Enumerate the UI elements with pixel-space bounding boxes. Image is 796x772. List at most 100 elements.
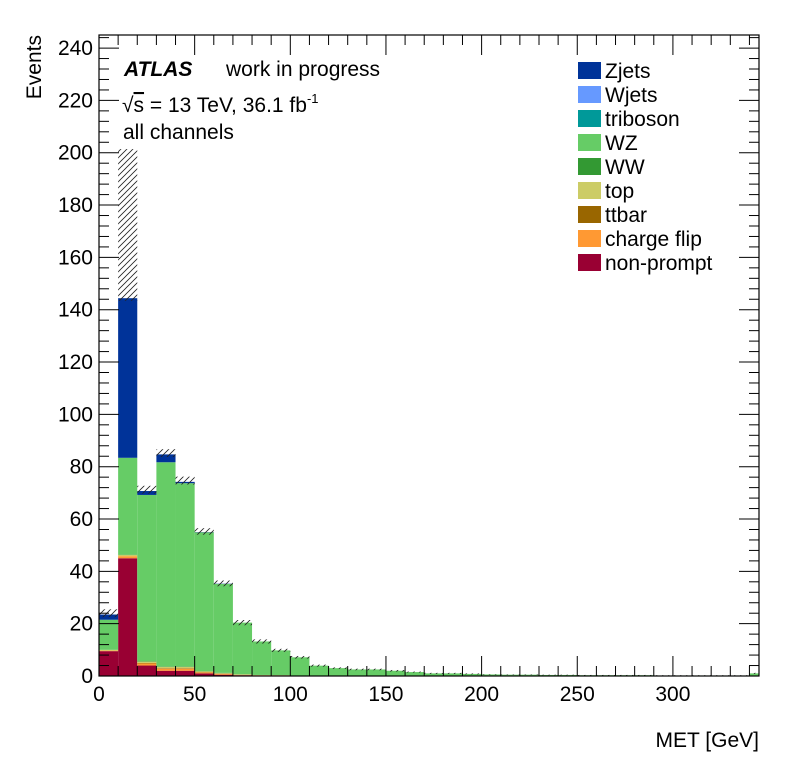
uncertainty-band [481, 674, 501, 675]
legend-label-triboson: triboson [605, 108, 680, 131]
legend-label-ww: WW [605, 156, 645, 179]
uncertainty-band [405, 671, 425, 673]
bar-top [175, 666, 195, 669]
uncertainty-band [385, 669, 406, 672]
bar-non-prompt [137, 665, 157, 676]
y-tick-label: 20 [70, 613, 93, 636]
bar-wz [366, 669, 386, 676]
bar-wz [462, 673, 482, 676]
bar-ww [137, 661, 157, 662]
bar-non-prompt [156, 670, 176, 676]
x-axis-label: MET [GeV] [656, 729, 759, 752]
bar-wz [309, 665, 329, 676]
y-tick-label: 180 [58, 194, 93, 217]
status-label: work in progress [225, 58, 380, 81]
bar-top [194, 671, 214, 673]
bar-wz [500, 674, 520, 676]
bar-charge-flip [194, 672, 214, 674]
bar-charge-flip [156, 668, 176, 671]
legend-swatch-triboson [578, 110, 601, 127]
bar-wz [405, 672, 425, 676]
bar-top [99, 649, 119, 651]
energy-text: = 13 TeV, 36.1 fb [144, 94, 307, 117]
sqrt-symbol: √ [122, 94, 134, 117]
stacked-bars [99, 298, 759, 676]
bar-top [118, 554, 138, 557]
uncertainty-band [194, 528, 214, 535]
legend-swatch-top [578, 182, 601, 199]
uncertainty-band [539, 674, 559, 676]
y-tick-label: 60 [70, 508, 93, 531]
bar-wz [213, 583, 233, 673]
bar-wz [290, 657, 310, 676]
bar-wz [99, 619, 119, 650]
legend-swatch-charge-flip [578, 230, 601, 247]
bar-ttbar [175, 668, 195, 669]
bar-wz [137, 494, 157, 662]
bar-zjets [118, 298, 138, 458]
bar-ttbar [156, 668, 176, 669]
legend-swatch-ww [578, 158, 601, 175]
uncertainty-band [462, 673, 482, 675]
bar-non-prompt [175, 670, 195, 676]
y-tick-label: 80 [70, 456, 93, 479]
lumi-exponent: -1 [307, 91, 319, 106]
y-tick-label: 140 [58, 299, 93, 322]
legend-swatch-non-prompt [578, 254, 601, 271]
x-tick-label: 100 [273, 683, 308, 706]
uncertainty-band [500, 674, 520, 675]
bar-wz [194, 532, 214, 672]
bar-charge-flip [137, 663, 157, 666]
bar-non-prompt [118, 558, 138, 676]
bar-wz [749, 673, 759, 676]
bar-wz [156, 462, 176, 667]
bar-charge-flip [232, 674, 253, 676]
x-tick-label: 0 [93, 683, 105, 706]
legend-swatch-ttbar [578, 206, 601, 223]
x-tick-label: 200 [464, 683, 499, 706]
bar-wz [328, 668, 348, 676]
uncertainty-band [577, 674, 597, 676]
energy-lumi-label: √s = 13 TeV, 36.1 fb-1 [122, 91, 319, 117]
legend-label-top: top [605, 180, 634, 203]
bar-non-prompt [213, 674, 233, 676]
uncertainty-band [156, 449, 176, 458]
bar-wz [519, 674, 539, 676]
legend-label-wz: WZ [605, 132, 638, 155]
uncertainty-band [596, 674, 616, 676]
bar-zjets [156, 454, 176, 463]
bar-wz [118, 457, 138, 555]
x-tick-label: 300 [655, 683, 690, 706]
y-tick-label: 200 [58, 142, 93, 165]
y-tick-label: 220 [58, 89, 93, 112]
bar-ttbar [137, 662, 157, 664]
bar-wz [347, 669, 367, 676]
bar-charge-flip [99, 650, 119, 652]
bar-top [137, 661, 157, 663]
bar-wz [271, 650, 291, 676]
legend-swatch-wz [578, 134, 601, 151]
legend-label-ttbar: ttbar [605, 204, 647, 227]
sqrt-s: s [134, 94, 145, 117]
y-tick-label: 120 [58, 351, 93, 374]
uncertainty-band [558, 674, 578, 676]
bar-non-prompt [194, 673, 214, 676]
uncertainty-band [615, 674, 635, 676]
uncertainty-band [749, 672, 759, 674]
bar-wz [232, 622, 253, 675]
atlas-logo-text: ATLAS [123, 58, 192, 81]
bar-wz [175, 483, 195, 667]
bar-wz [252, 641, 272, 675]
uncertainty-band [252, 639, 272, 644]
uncertainty-band [309, 664, 329, 667]
axis-ticks: 0 50 100 150 200 250 300 0 20 40 60 80 100 120 140 160 1… [58, 35, 759, 706]
bar-top [156, 666, 176, 669]
bar-wz [443, 673, 463, 676]
uncertainty-band [328, 667, 348, 669]
uncertainty-band [271, 648, 291, 652]
bar-charge-flip [118, 556, 138, 559]
channel-label: all channels [123, 121, 234, 144]
bar-wz [424, 673, 444, 676]
